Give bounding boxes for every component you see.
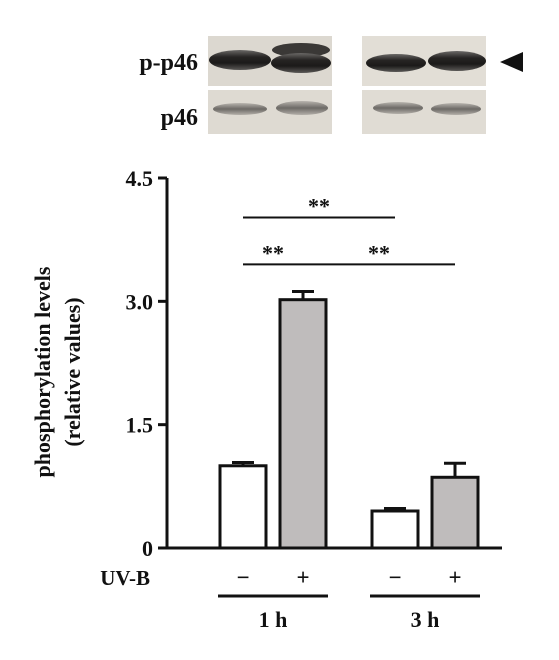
group-label: 1 h [259, 607, 288, 632]
uvb-sign: − [388, 565, 401, 590]
bars [218, 289, 480, 550]
uvb-label: UV-B [100, 566, 150, 590]
bar [430, 475, 480, 550]
y-axis-ticks: 0 1.5 3.0 4.5 [126, 166, 167, 561]
y-tick-label: 1.5 [126, 413, 154, 438]
bar [278, 298, 328, 550]
blot-panel-3h-p46 [362, 90, 486, 134]
uvb-sign: + [296, 565, 309, 590]
significance-stars: ** [262, 240, 284, 265]
western-blot: p-p46 p46 [139, 36, 523, 134]
y-tick-label: 0 [142, 536, 153, 561]
blot-panel-1h-p-p46 [208, 36, 332, 86]
bar [218, 464, 268, 550]
y-axis-title-line2: (relative values) [60, 297, 85, 446]
significance-markers: ** ** ** [243, 193, 455, 266]
bar-chart: phosphorylation levels (relative values)… [30, 166, 502, 632]
bar [370, 509, 420, 550]
y-axis-title-line1: phosphorylation levels [30, 266, 55, 477]
y-tick-label: 3.0 [126, 289, 154, 314]
arrowhead-marker [500, 52, 523, 72]
significance-stars: ** [368, 240, 390, 265]
uvb-sign: − [236, 565, 249, 590]
significance-stars: ** [308, 193, 330, 218]
y-tick-label: 4.5 [126, 166, 154, 191]
blot-panel-1h-p46 [208, 90, 332, 134]
blot-label-p-p46: p-p46 [139, 50, 198, 76]
uvb-sign: + [448, 565, 461, 590]
blot-label-p46: p46 [161, 105, 198, 131]
group-label: 3 h [411, 607, 440, 632]
blot-panel-3h-p-p46 [362, 36, 486, 86]
time-groups: 1 h 3 h [218, 594, 480, 632]
uvb-signs: − + − + [236, 565, 461, 590]
